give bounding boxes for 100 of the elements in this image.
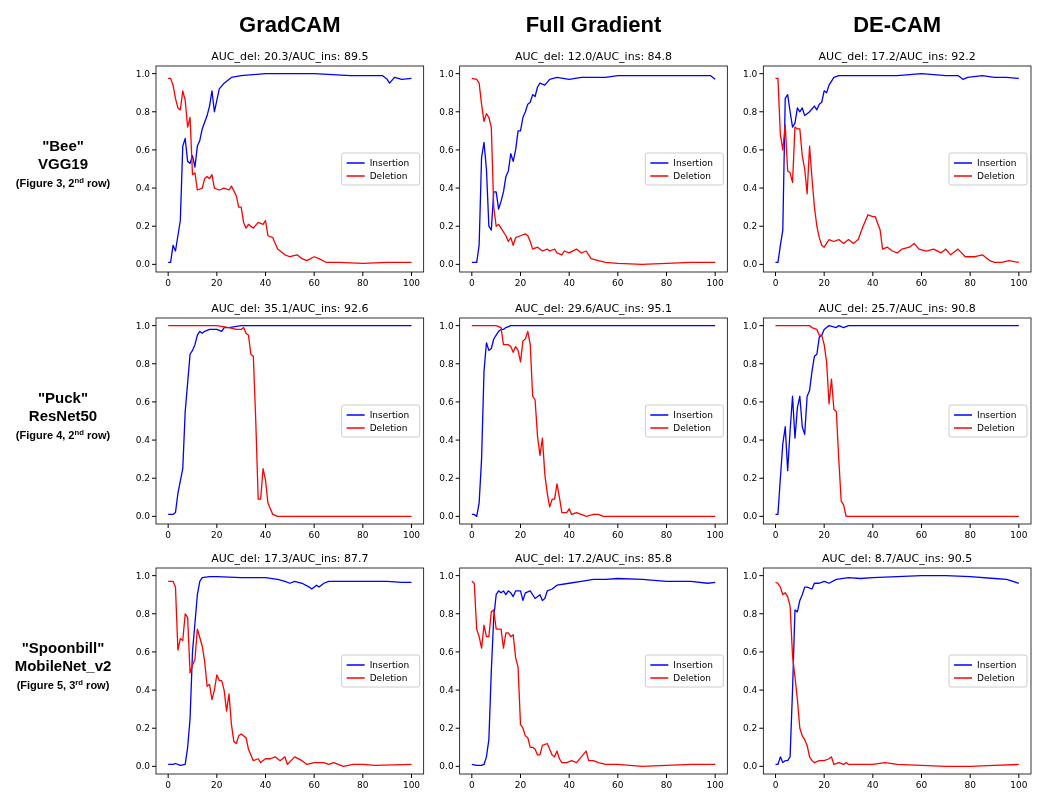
y-tick-label: 0.2 — [135, 723, 150, 734]
line-series — [471, 324, 716, 518]
x-tick-label: 80 — [660, 780, 673, 790]
x-tick-label: 20 — [514, 780, 527, 790]
chart-subtitle: AUC_del: 17.3/AUC_ins: 87.7 — [211, 552, 369, 565]
y-tick-label: 0.4 — [135, 182, 151, 193]
x-tick-label: 80 — [964, 780, 977, 790]
y-tick-label: 0.6 — [439, 396, 454, 407]
x-tick-label: 20 — [211, 278, 223, 288]
x-tick-label: 20 — [514, 530, 527, 540]
y-tick-label: 0.8 — [135, 608, 151, 619]
legend-label: Insertion — [673, 157, 713, 168]
x-tick-label: 40 — [563, 530, 576, 540]
chart-title: GradCAM — [239, 12, 341, 37]
x-tick-label: 60 — [612, 530, 624, 540]
x-tick-label: 0 — [165, 278, 172, 288]
text: (Figure 4, 2$^{nd}$ row) — [15, 427, 111, 441]
x-tick-label: 100 — [1010, 278, 1028, 288]
y-tick-label: 0.0 — [135, 259, 151, 270]
text: "Bee" — [42, 137, 84, 154]
x-tick-label: 0 — [468, 780, 475, 790]
y-tick-label: 0.8 — [743, 358, 758, 369]
chart-subtitle: AUC_del: 8.7/AUC_ins: 90.5 — [822, 552, 973, 565]
legend-label: Deletion — [977, 422, 1015, 433]
y-tick-label: 1.0 — [439, 320, 454, 331]
text: ResNet50 — [28, 407, 98, 424]
y-tick-label: 1.0 — [439, 68, 454, 79]
y-tick-label: 0.8 — [439, 106, 454, 117]
legend-label: Insertion — [369, 157, 410, 168]
y-tick-label: 0.6 — [743, 144, 758, 155]
y-tick-label: 0.4 — [439, 182, 454, 193]
x-tick-label: 80 — [357, 278, 369, 288]
chart-subtitle: AUC_del: 25.7/AUC_ins: 90.8 — [818, 302, 976, 315]
x-tick-label: 60 — [612, 780, 624, 790]
x-tick-label: 20 — [818, 530, 831, 540]
x-tick-label: 20 — [514, 278, 527, 288]
legend-label: Insertion — [369, 409, 410, 420]
y-tick-label: 0.4 — [439, 684, 454, 695]
text: (Figure 5, 3$^{rd}$ row) — [16, 677, 110, 691]
x-tick-label: 0 — [772, 530, 779, 540]
chart-subtitle: AUC_del: 20.3/AUC_ins: 89.5 — [211, 50, 369, 63]
y-tick-label: 0.6 — [135, 144, 151, 155]
x-tick-label: 100 — [706, 278, 725, 288]
x-tick-label: 0 — [468, 530, 475, 540]
y-tick-label: 0.2 — [743, 473, 758, 484]
chart-subtitle: AUC_del: 17.2/AUC_ins: 92.2 — [818, 50, 976, 63]
y-tick-label: 0.8 — [135, 106, 151, 117]
y-tick-label: 0.2 — [743, 221, 758, 232]
x-tick-label: 100 — [402, 278, 421, 288]
legend-label: Deletion — [369, 672, 408, 683]
y-tick-label: 0.0 — [135, 761, 151, 772]
x-tick-label: 60 — [308, 278, 321, 288]
y-tick-label: 0.2 — [439, 221, 454, 232]
x-tick-label: 20 — [211, 780, 223, 790]
y-tick-label: 0.4 — [439, 434, 454, 445]
x-tick-label: 80 — [357, 780, 369, 790]
x-tick-label: 0 — [165, 780, 172, 790]
x-tick-label: 0 — [772, 278, 779, 288]
legend-label: Insertion — [977, 157, 1017, 168]
chart-title: DE-CAM — [853, 12, 942, 37]
y-tick-label: 1.0 — [135, 570, 151, 581]
y-tick-label: 0.6 — [439, 144, 454, 155]
y-tick-label: 0.0 — [439, 761, 454, 772]
x-tick-label: 100 — [1010, 530, 1028, 540]
y-tick-label: 0.2 — [135, 221, 150, 232]
x-tick-label: 40 — [867, 780, 879, 790]
legend-label: Insertion — [369, 659, 410, 670]
x-tick-label: 40 — [259, 278, 272, 288]
y-tick-label: 0.4 — [743, 434, 758, 445]
legend-label: Deletion — [369, 170, 408, 181]
x-tick-label: 80 — [660, 278, 673, 288]
y-tick-label: 1.0 — [743, 68, 758, 79]
x-tick-label: 60 — [612, 278, 624, 288]
legend-label: Deletion — [977, 170, 1015, 181]
y-tick-label: 0.2 — [439, 473, 454, 484]
y-tick-label: 0.0 — [439, 259, 454, 270]
y-tick-label: 0.0 — [743, 259, 758, 270]
chart-subtitle: AUC_del: 12.0/AUC_ins: 84.8 — [514, 50, 673, 63]
x-tick-label: 0 — [772, 780, 779, 790]
text: "Puck" — [37, 389, 89, 406]
y-tick-label: 0.0 — [439, 511, 454, 522]
chart-subtitle: AUC_del: 17.2/AUC_ins: 85.8 — [514, 552, 673, 565]
y-tick-label: 0.6 — [135, 396, 151, 407]
chart-subtitle: AUC_del: 35.1/AUC_ins: 92.6 — [211, 302, 369, 315]
y-tick-label: 0.6 — [743, 646, 758, 657]
x-tick-label: 20 — [818, 780, 831, 790]
x-tick-label: 60 — [308, 780, 321, 790]
text: (Figure 3, 2$^{nd}$ row) — [15, 175, 111, 189]
x-tick-label: 80 — [357, 530, 369, 540]
legend-label: Deletion — [673, 672, 712, 683]
legend-label: Insertion — [673, 409, 713, 420]
y-tick-label: 0.2 — [439, 723, 454, 734]
x-tick-label: 80 — [964, 278, 977, 288]
y-tick-label: 0.8 — [743, 106, 758, 117]
y-tick-label: 0.4 — [135, 434, 151, 445]
legend-label: Insertion — [977, 659, 1017, 670]
y-tick-label: 0.8 — [439, 358, 454, 369]
x-tick-label: 80 — [660, 530, 673, 540]
y-tick-label: 0.2 — [743, 723, 758, 734]
x-tick-label: 40 — [867, 278, 879, 288]
